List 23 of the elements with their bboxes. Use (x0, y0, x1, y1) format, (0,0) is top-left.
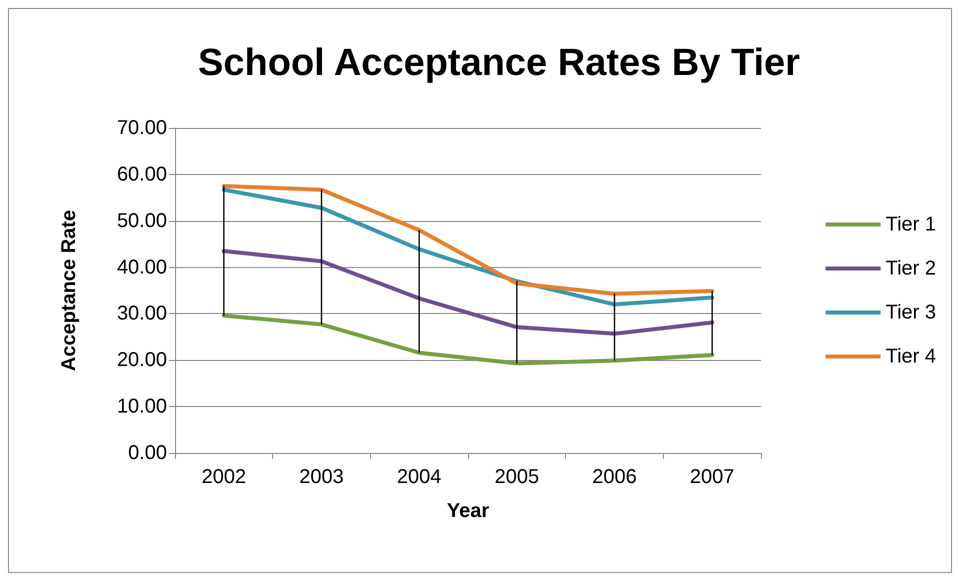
y-tick-label: 70.00 (116, 117, 167, 139)
x-tick-label: 2003 (299, 466, 344, 488)
x-tick-label: 2007 (690, 466, 734, 488)
line-series (222, 314, 714, 366)
line-series (222, 249, 714, 336)
y-tick-label: 30.00 (116, 302, 167, 325)
y-tick-label: 20.00 (116, 349, 167, 372)
x-tick-label: 2002 (202, 466, 246, 488)
legend-label: Tier 1 (886, 214, 936, 236)
x-tick-label: 2004 (396, 466, 442, 488)
y-tick-label: 50.00 (116, 210, 167, 232)
y-tick-label: 60.00 (116, 163, 167, 186)
y-axis-title: Acceptance Rate (58, 210, 80, 372)
legend-label: Tier 2 (886, 258, 936, 280)
y-tick-label: 40.00 (116, 256, 167, 278)
x-tick-label: 2005 (494, 466, 540, 488)
chart-title: School Acceptance Rates By Tier (198, 42, 800, 84)
x-tick-label: 2006 (592, 466, 637, 488)
y-tick-label: 10.00 (116, 396, 167, 418)
legend-label: Tier 3 (886, 302, 936, 324)
y-tick-label: 0.00 (128, 442, 167, 464)
x-axis-title: Year (446, 500, 490, 522)
legend-label: Tier 4 (886, 346, 936, 368)
